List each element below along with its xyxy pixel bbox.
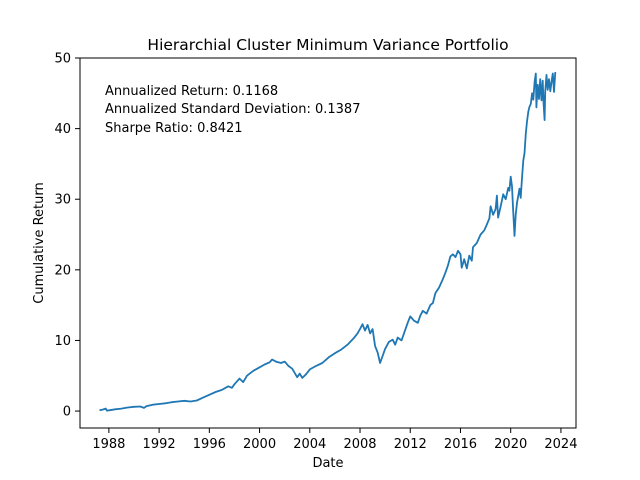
x-tick-label: 2024 (544, 437, 577, 452)
x-tick-label: 2016 (444, 437, 477, 452)
annotation-sharpe-ratio: Sharpe Ratio: 0.8421 (105, 121, 243, 136)
y-axis: 0 10 20 30 40 50 (54, 52, 80, 420)
series-line (99, 72, 557, 412)
x-axis: 1988 1992 1996 2000 2004 2008 2012 2016 2020 2024 (92, 428, 577, 452)
x-tick-label: 2004 (293, 437, 326, 452)
x-axis-label: Date (312, 456, 343, 471)
x-tick-label: 1988 (92, 437, 125, 452)
x-tick-label: 2008 (343, 437, 376, 452)
y-tick-label: 0 (63, 405, 71, 420)
y-axis-label: Cumulative Return (32, 182, 47, 303)
x-tick-label: 2020 (494, 437, 527, 452)
y-tick-label: 10 (54, 334, 71, 349)
plot-frame (79, 57, 577, 429)
annotation-annualized-return: Annualized Return: 0.1168 (105, 84, 278, 99)
x-tick-label: 1996 (193, 437, 226, 452)
y-tick-label: 50 (54, 52, 71, 67)
x-tick-label: 2012 (394, 437, 427, 452)
y-tick-label: 20 (54, 263, 71, 278)
y-tick-label: 30 (54, 193, 71, 208)
x-tick-label: 1992 (143, 437, 176, 452)
chart-title: Hierarchial Cluster Minimum Variance Por… (147, 36, 508, 54)
y-tick-label: 40 (54, 122, 71, 137)
x-tick-label: 2000 (243, 437, 276, 452)
annotation-annualized-std: Annualized Standard Deviation: 0.1387 (105, 102, 360, 117)
